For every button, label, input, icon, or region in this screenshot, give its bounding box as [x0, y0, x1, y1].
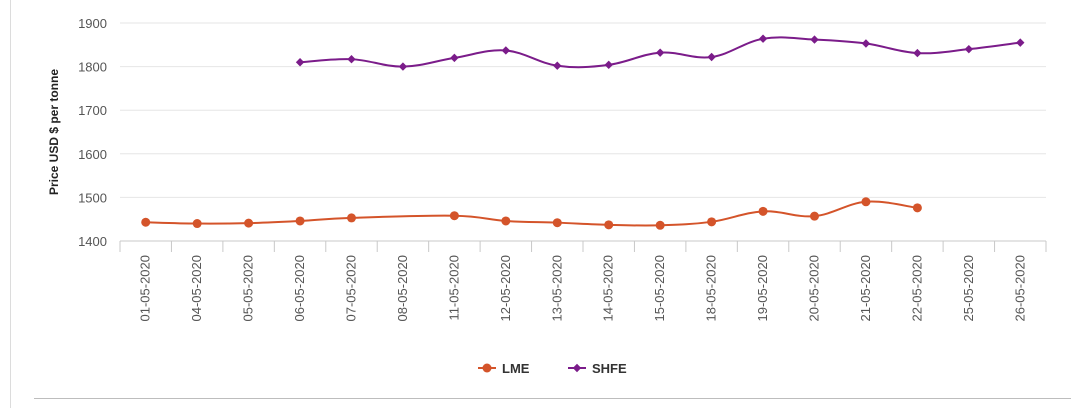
- lme-data-point[interactable]: [449, 211, 459, 221]
- x-tick-label: 07-05-2020: [344, 255, 359, 322]
- y-axis-label: Price USD $ per tonne: [47, 69, 61, 195]
- x-tick-label: 04-05-2020: [189, 255, 204, 321]
- shfe-data-point[interactable]: [1016, 38, 1025, 47]
- lme-data-point[interactable]: [912, 203, 922, 213]
- lme-data-point[interactable]: [192, 219, 202, 229]
- x-tick-label: 15-05-2020: [652, 255, 667, 322]
- shfe-data-point[interactable]: [450, 53, 459, 63]
- x-tick-label: 06-05-2020: [292, 255, 307, 322]
- lme-data-point[interactable]: [604, 220, 614, 230]
- shfe-data-point[interactable]: [655, 48, 665, 57]
- x-tick-label: 14-05-2020: [601, 255, 616, 322]
- x-tick-label: 18-05-2020: [704, 255, 719, 322]
- x-tick-label: 22-05-2020: [909, 255, 924, 322]
- lme-data-point[interactable]: [707, 217, 717, 227]
- lme-data-point[interactable]: [861, 197, 871, 207]
- shfe-data-point[interactable]: [707, 52, 716, 62]
- shfe-data-point[interactable]: [501, 46, 511, 55]
- x-tick-label: 21-05-2020: [858, 255, 873, 322]
- grid-lines: [120, 22, 1046, 242]
- x-tick-label: 12-05-2020: [498, 255, 513, 322]
- legend-marker-lme: [482, 363, 492, 373]
- series-group: [141, 34, 1025, 230]
- y-tick-label: 1700: [78, 103, 107, 118]
- legend-label-lme: LME: [502, 361, 530, 376]
- legend[interactable]: LME SHFE: [478, 361, 627, 376]
- frame-left-border: [10, 0, 11, 408]
- lme-series-line: [145, 200, 918, 227]
- shfe-data-point[interactable]: [964, 44, 974, 54]
- shfe-data-point[interactable]: [913, 48, 922, 58]
- shfe-data-point[interactable]: [861, 39, 871, 48]
- legend-label-shfe: SHFE: [592, 361, 627, 376]
- y-tick-label: 1500: [78, 190, 107, 205]
- legend-item-shfe[interactable]: SHFE: [568, 361, 627, 376]
- x-axis: 01-05-2020 04-05-2020 05-05-2020 06-05-2020…: [119, 240, 1047, 322]
- frame-bottom-border: [34, 398, 1071, 399]
- x-tick-label: 13-05-2020: [549, 255, 564, 322]
- x-tick-label: 08-05-2020: [395, 255, 410, 322]
- lme-data-point[interactable]: [655, 220, 665, 230]
- y-tick-label: 1400: [78, 234, 107, 249]
- y-axis-ticks: 1400 1500 1600 1700 1800 1900: [78, 16, 107, 249]
- lme-data-point[interactable]: [552, 218, 562, 228]
- lme-data-point[interactable]: [141, 217, 151, 227]
- shfe-data-point[interactable]: [810, 35, 819, 44]
- x-tick-label: 11-05-2020: [446, 255, 461, 321]
- lme-data-point[interactable]: [810, 211, 819, 221]
- lme-data-point[interactable]: [501, 216, 511, 226]
- lme-data-point[interactable]: [347, 213, 356, 223]
- lme-data-point[interactable]: [295, 216, 305, 226]
- x-tick-label: 25-05-2020: [961, 255, 976, 322]
- lme-data-point[interactable]: [244, 218, 254, 228]
- shfe-data-point[interactable]: [604, 60, 613, 70]
- shfe-data-point[interactable]: [758, 34, 768, 43]
- x-tick-label: 19-05-2020: [755, 255, 770, 322]
- x-tick-label: 26-05-2020: [1012, 255, 1027, 322]
- y-tick-label: 1900: [78, 16, 107, 31]
- y-tick-label: 1600: [78, 147, 107, 162]
- legend-item-lme[interactable]: LME: [478, 361, 530, 376]
- x-tick-label: 20-05-2020: [807, 255, 822, 322]
- x-tick-label: 01-05-2020: [138, 255, 153, 322]
- y-tick-label: 1800: [78, 60, 107, 75]
- legend-marker-shfe: [572, 363, 582, 373]
- shfe-data-point[interactable]: [398, 62, 408, 71]
- shfe-data-point[interactable]: [347, 54, 356, 64]
- lme-data-point[interactable]: [758, 206, 768, 216]
- x-tick-label: 05-05-2020: [241, 255, 256, 322]
- shfe-data-point[interactable]: [553, 61, 562, 70]
- shfe-data-point[interactable]: [295, 58, 305, 67]
